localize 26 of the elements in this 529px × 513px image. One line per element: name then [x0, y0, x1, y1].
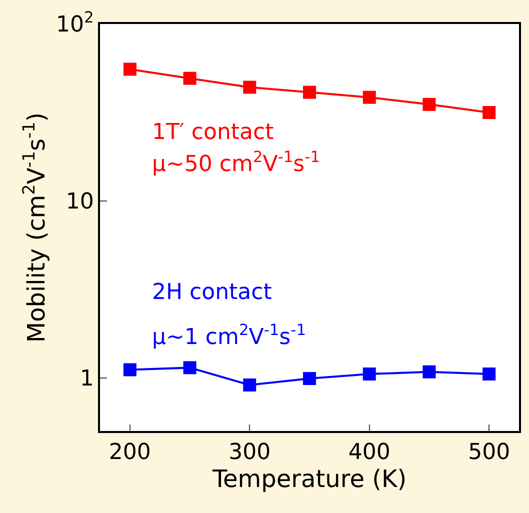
point [482, 106, 496, 119]
point [123, 363, 136, 376]
point [362, 368, 376, 381]
point [303, 86, 316, 99]
y-tick-label: 10 [66, 190, 94, 215]
y-tick-label: 1 [80, 366, 94, 392]
x-tick-label: 200 [108, 440, 151, 466]
x-tick-label: 500 [468, 440, 510, 466]
annotation: 1T′ contact [152, 120, 274, 145]
annotation: 2H contact [152, 280, 272, 305]
point [183, 361, 196, 374]
x-tick-label: 400 [348, 440, 390, 466]
point [183, 72, 196, 85]
point [362, 90, 376, 104]
point [422, 98, 436, 111]
point [482, 368, 496, 381]
point [123, 62, 136, 76]
point [243, 80, 256, 94]
point [422, 365, 436, 378]
y-tick-label: 10$^{2}$ [56, 8, 94, 38]
point [303, 372, 316, 386]
annotation: μ~1 cm$^{2}$V$^{-1}$s$^{-1}$ [152, 321, 306, 350]
x-tick-label: 300 [228, 440, 271, 466]
annotation: μ~50 cm$^{2}$V$^{-1}$s$^{-1}$ [152, 148, 320, 178]
x-axis-title: Temperature (K) [211, 465, 407, 494]
point [243, 378, 256, 392]
